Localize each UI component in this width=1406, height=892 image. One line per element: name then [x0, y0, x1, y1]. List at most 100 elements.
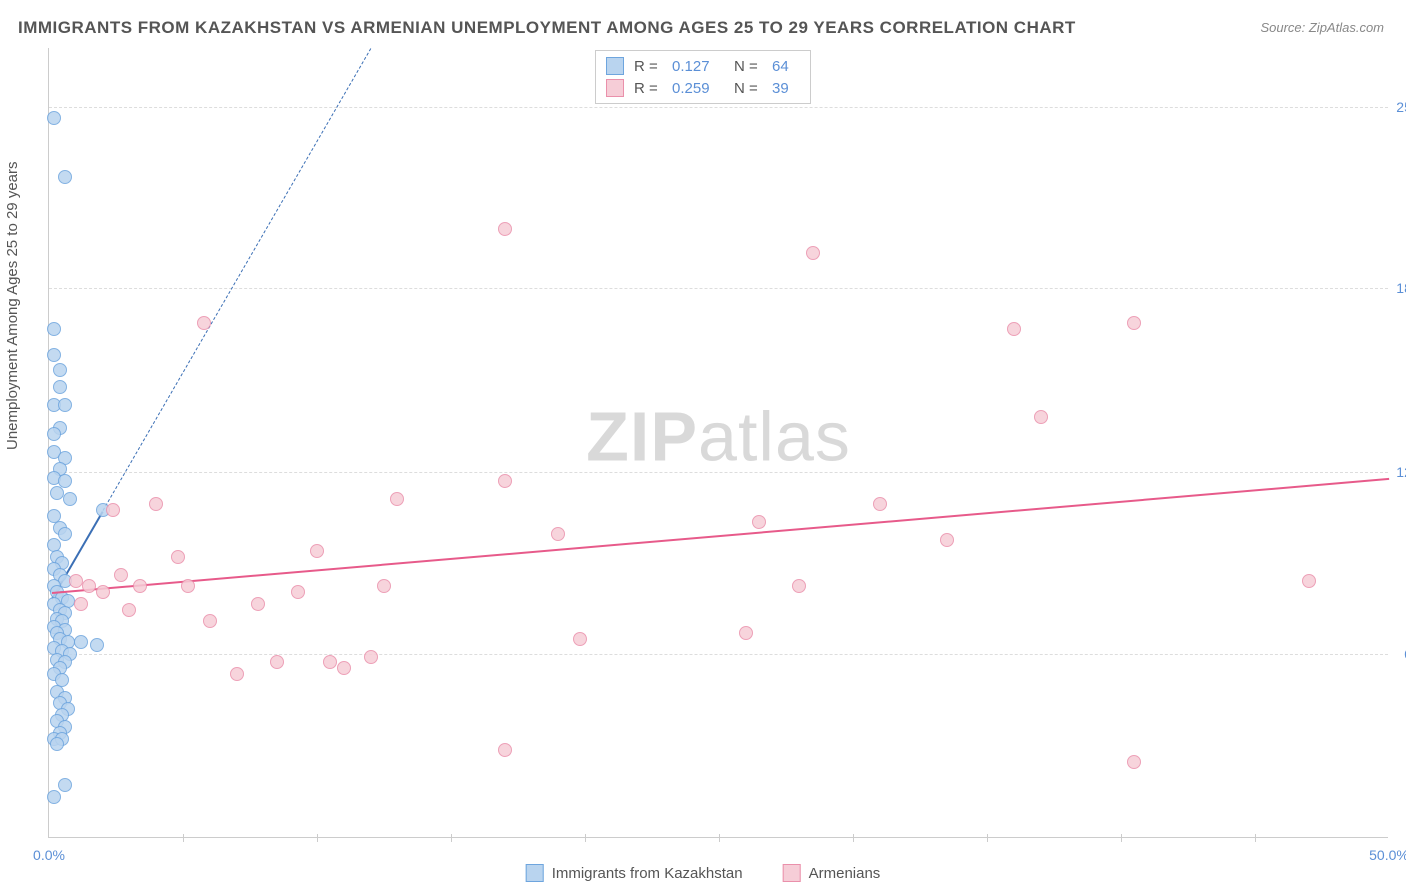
- data-point: [90, 638, 104, 652]
- x-tick: [1121, 834, 1122, 842]
- data-point: [310, 544, 324, 558]
- legend-row-series2: R = 0.259 N = 39: [606, 77, 800, 99]
- data-point: [69, 574, 83, 588]
- legend-n-value-series1: 64: [772, 58, 800, 75]
- y-tick-label: 18.8%: [1392, 280, 1406, 296]
- legend-r-prefix: R =: [634, 58, 662, 75]
- watermark: ZIPatlas: [586, 396, 851, 476]
- data-point: [573, 632, 587, 646]
- data-point: [498, 222, 512, 236]
- data-point: [364, 650, 378, 664]
- gridline-h: [49, 654, 1388, 655]
- data-point: [390, 492, 404, 506]
- data-point: [82, 579, 96, 593]
- data-point: [50, 486, 64, 500]
- data-point: [50, 737, 64, 751]
- x-tick-label-right: 50.0%: [1369, 847, 1406, 863]
- data-point: [74, 635, 88, 649]
- data-point: [873, 497, 887, 511]
- legend-swatch-series1-bottom: [526, 864, 544, 882]
- source-label: Source: ZipAtlas.com: [1260, 20, 1384, 35]
- data-point: [114, 568, 128, 582]
- legend-item-series1: Immigrants from Kazakhstan: [526, 864, 743, 882]
- data-point: [47, 111, 61, 125]
- legend-r-prefix: R =: [634, 80, 662, 97]
- data-point: [181, 579, 195, 593]
- data-point: [498, 743, 512, 757]
- x-tick: [585, 834, 586, 842]
- y-tick-label: 6.3%: [1392, 646, 1406, 662]
- watermark-light: atlas: [698, 397, 851, 475]
- data-point: [551, 527, 565, 541]
- data-point: [752, 515, 766, 529]
- data-point: [47, 427, 61, 441]
- legend-label-series1: Immigrants from Kazakhstan: [552, 865, 743, 882]
- legend-series: Immigrants from Kazakhstan Armenians: [526, 864, 881, 882]
- data-point: [171, 550, 185, 564]
- data-point: [251, 597, 265, 611]
- data-point: [1127, 755, 1141, 769]
- legend-n-prefix: N =: [734, 80, 762, 97]
- x-tick: [451, 834, 452, 842]
- data-point: [58, 527, 72, 541]
- data-point: [53, 363, 67, 377]
- data-point: [197, 316, 211, 330]
- data-point: [47, 348, 61, 362]
- gridline-h: [49, 107, 1388, 108]
- data-point: [74, 597, 88, 611]
- trend-line: [52, 478, 1389, 594]
- x-tick: [853, 834, 854, 842]
- data-point: [1007, 322, 1021, 336]
- legend-swatch-series2-bottom: [783, 864, 801, 882]
- data-point: [230, 667, 244, 681]
- legend-item-series2: Armenians: [783, 864, 881, 882]
- legend-swatch-series1: [606, 57, 624, 75]
- legend-swatch-series2: [606, 79, 624, 97]
- data-point: [203, 614, 217, 628]
- data-point: [58, 398, 72, 412]
- data-point: [96, 585, 110, 599]
- data-point: [106, 503, 120, 517]
- x-tick: [1255, 834, 1256, 842]
- data-point: [337, 661, 351, 675]
- trend-line-dashed: [102, 48, 371, 511]
- data-point: [63, 492, 77, 506]
- watermark-bold: ZIP: [586, 397, 698, 475]
- legend-r-value-series1: 0.127: [672, 58, 724, 75]
- data-point: [377, 579, 391, 593]
- legend-correlation: R = 0.127 N = 64 R = 0.259 N = 39: [595, 50, 811, 104]
- y-tick-label: 25.0%: [1392, 99, 1406, 115]
- data-point: [1034, 410, 1048, 424]
- x-tick-label-left: 0.0%: [33, 847, 65, 863]
- data-point: [323, 655, 337, 669]
- data-point: [792, 579, 806, 593]
- data-point: [53, 380, 67, 394]
- data-point: [739, 626, 753, 640]
- legend-row-series1: R = 0.127 N = 64: [606, 55, 800, 77]
- x-tick: [183, 834, 184, 842]
- x-tick: [987, 834, 988, 842]
- legend-label-series2: Armenians: [809, 865, 881, 882]
- data-point: [1302, 574, 1316, 588]
- data-point: [58, 170, 72, 184]
- data-point: [940, 533, 954, 547]
- data-point: [498, 474, 512, 488]
- legend-n-value-series2: 39: [772, 80, 800, 97]
- y-tick-label: 12.5%: [1392, 464, 1406, 480]
- data-point: [291, 585, 305, 599]
- gridline-h: [49, 472, 1388, 473]
- data-point: [47, 322, 61, 336]
- data-point: [270, 655, 284, 669]
- data-point: [133, 579, 147, 593]
- gridline-h: [49, 288, 1388, 289]
- x-tick: [719, 834, 720, 842]
- data-point: [122, 603, 136, 617]
- data-point: [47, 790, 61, 804]
- legend-n-prefix: N =: [734, 58, 762, 75]
- y-axis-label: Unemployment Among Ages 25 to 29 years: [4, 161, 21, 450]
- data-point: [1127, 316, 1141, 330]
- data-point: [806, 246, 820, 260]
- x-tick: [317, 834, 318, 842]
- legend-r-value-series2: 0.259: [672, 80, 724, 97]
- chart-title: IMMIGRANTS FROM KAZAKHSTAN VS ARMENIAN U…: [18, 18, 1076, 38]
